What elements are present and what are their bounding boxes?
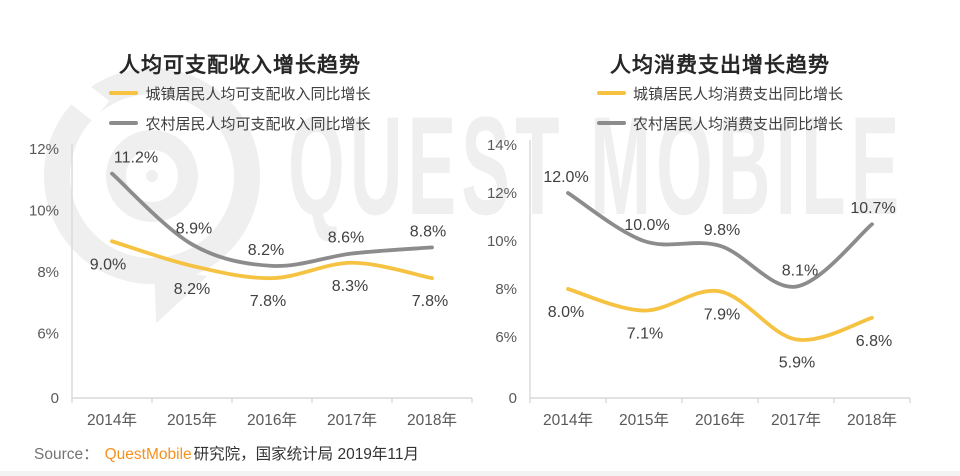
x-tick-label: 2014年 bbox=[87, 411, 137, 429]
point-label: 12.0% bbox=[543, 169, 588, 186]
consumption-expenditure-chart: 人均消费支出增长趋势 城镇居民人均消费支出同比增长 农村居民人均消费支出同比增长 bbox=[480, 0, 960, 440]
x-tick-label: 2016年 bbox=[695, 411, 745, 429]
point-label: 8.0% bbox=[548, 304, 584, 321]
disposable-income-chart: 人均可支配收入增长趋势 城镇居民人均可支配收入同比增长 农村居民人均可支配收入同… bbox=[0, 0, 480, 440]
source-prefix: Source： bbox=[34, 446, 99, 463]
y-tick-label: 0 bbox=[51, 390, 59, 407]
x-tick-label: 2015年 bbox=[619, 411, 669, 429]
point-label: 9.8% bbox=[704, 222, 740, 239]
point-label: 10.0% bbox=[624, 217, 669, 234]
y-tick-label: 10% bbox=[29, 203, 59, 220]
y-tick-label: 12% bbox=[29, 141, 59, 158]
bottom-divider bbox=[0, 471, 960, 476]
y-tick-label: 6% bbox=[37, 326, 59, 343]
y-tick-label: 6% bbox=[495, 329, 517, 346]
chart-title: 人均消费支出增长趋势 bbox=[610, 54, 830, 78]
y-tick-label: 0 bbox=[509, 390, 517, 407]
plot-expenditure: 0 6% 8% 10% 12% 14% 2014年 2015年 2016年 2017年 2018年 8… bbox=[487, 137, 911, 429]
legend-label-rural: 农村居民人均可支配收入同比增长 bbox=[145, 115, 371, 133]
point-label: 8.8% bbox=[410, 223, 446, 240]
series-line-rural bbox=[110, 171, 434, 268]
y-tick-label: 8% bbox=[37, 264, 59, 281]
series-line-rural bbox=[566, 191, 874, 289]
series-line-urban bbox=[110, 239, 434, 281]
legend-swatch-urban bbox=[596, 91, 626, 95]
x-tick-label: 2018年 bbox=[847, 411, 897, 429]
legend-item-urban: 城镇居民人均消费支出同比增长 bbox=[596, 78, 843, 108]
x-tick-label: 2015年 bbox=[167, 411, 217, 429]
x-tick-label: 2016年 bbox=[247, 411, 297, 429]
point-label: 7.9% bbox=[704, 306, 740, 323]
legend-item-urban: 城镇居民人均可支配收入同比增长 bbox=[109, 78, 371, 108]
point-label: 9.0% bbox=[90, 256, 126, 273]
legend-label-urban: 城镇居民人均可支配收入同比增长 bbox=[145, 85, 371, 103]
x-tick-label: 2017年 bbox=[327, 411, 377, 429]
point-label: 6.8% bbox=[856, 333, 892, 350]
y-tick-label: 8% bbox=[495, 281, 517, 298]
point-label: 5.9% bbox=[779, 354, 815, 371]
y-tick-label: 12% bbox=[487, 185, 517, 202]
chart-title: 人均可支配收入增长趋势 bbox=[119, 54, 361, 78]
questmobile-logo-watermark-dot bbox=[146, 170, 158, 182]
point-label: 11.2% bbox=[114, 150, 158, 167]
source-brand: QuestMobile bbox=[104, 446, 192, 463]
point-label: 7.1% bbox=[627, 326, 663, 343]
legend-swatch-rural bbox=[109, 121, 139, 125]
point-label: 10.7% bbox=[850, 200, 895, 217]
point-label: 8.9% bbox=[176, 220, 212, 237]
point-label: 8.1% bbox=[782, 263, 818, 280]
point-label: 8.2% bbox=[174, 281, 210, 298]
legend-item-rural: 农村居民人均消费支出同比增长 bbox=[596, 108, 843, 138]
legend-item-rural: 农村居民人均可支配收入同比增长 bbox=[109, 108, 371, 138]
x-tick-label: 2014年 bbox=[543, 411, 593, 429]
source-suffix: 研究院，国家统计局 2019年11月 bbox=[193, 446, 420, 463]
legend: 城镇居民人均可支配收入同比增长 农村居民人均可支配收入同比增长 bbox=[0, 78, 480, 138]
plot-income: 0 6% 8% 10% 12% 2014年 2015年 2016年 2017年 2018年 9.0%… bbox=[29, 141, 473, 429]
point-label: 8.6% bbox=[328, 230, 364, 247]
legend-swatch-rural bbox=[596, 121, 626, 125]
legend-label-rural: 农村居民人均消费支出同比增长 bbox=[632, 115, 843, 133]
legend-swatch-urban bbox=[109, 91, 139, 95]
point-label: 7.8% bbox=[250, 293, 286, 310]
series-line-urban bbox=[566, 287, 874, 342]
x-tick-label: 2018年 bbox=[407, 411, 457, 429]
point-label: 8.2% bbox=[248, 242, 284, 259]
y-tick-label: 10% bbox=[487, 233, 517, 250]
legend-label-urban: 城镇居民人均消费支出同比增长 bbox=[632, 85, 843, 103]
point-label: 7.8% bbox=[412, 293, 448, 310]
legend: 城镇居民人均消费支出同比增长 农村居民人均消费支出同比增长 bbox=[480, 78, 960, 138]
y-tick-label: 14% bbox=[487, 137, 517, 154]
point-label: 8.3% bbox=[332, 278, 368, 295]
x-tick-label: 2017年 bbox=[771, 411, 821, 429]
source-line: Source： QuestMobile 研究院，国家统计局 2019年11月 bbox=[34, 442, 419, 464]
